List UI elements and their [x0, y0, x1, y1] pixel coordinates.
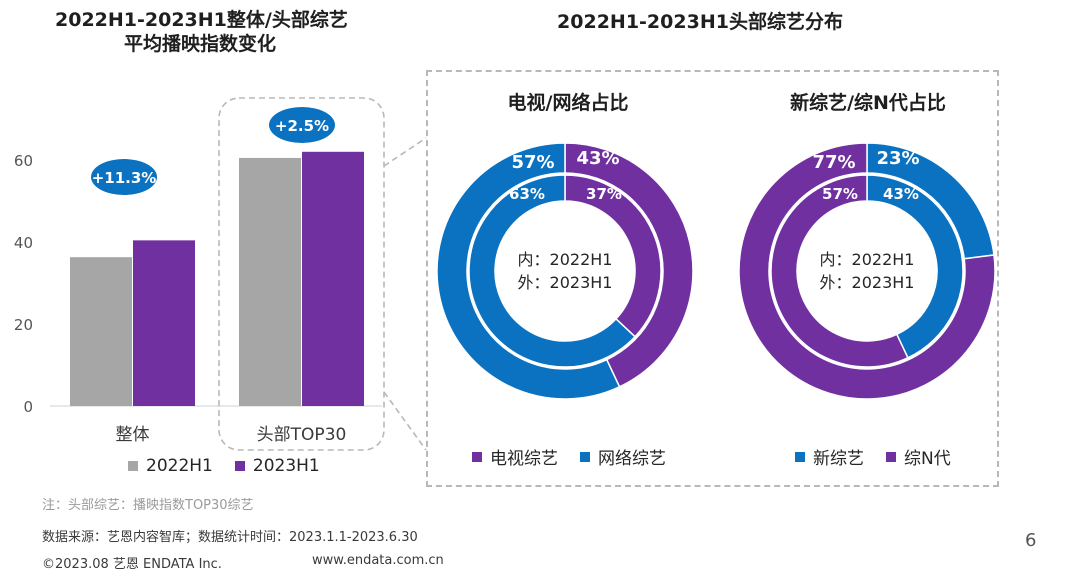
legend-label-new: 新综艺 [813, 449, 864, 469]
legend-swatch-sequel [886, 451, 896, 462]
bar-chart: 0 20 40 60 整体 头部TOP30 +11.3% +2.5% [14, 97, 427, 451]
bar-2023h1-1 [302, 151, 364, 406]
legend-label-2022h1: 2022H1 [146, 456, 213, 476]
bar-2022h1-1 [239, 157, 301, 406]
legend-label-tv: 电视综艺 [490, 449, 558, 469]
page-number: 6 [1025, 530, 1037, 551]
callout-connector-bottom [383, 391, 427, 451]
legend-swatch-tv [472, 451, 482, 462]
growth-label-0: +11.3% [92, 169, 157, 187]
footnote-source: 数据来源：艺恩内容智库；数据统计时间：2023.1.1-2023.6.30 [42, 530, 418, 545]
bar-chart-title-line2: 平均播映指数变化 [123, 33, 276, 55]
x-category-label-0: 整体 [116, 425, 150, 445]
y-tick-label-20: 20 [14, 316, 33, 334]
donut-section-title: 2022H1-2023H1头部综艺分布 [557, 11, 843, 33]
legend-swatch-new [795, 451, 805, 462]
growth-bubble-0 [91, 159, 157, 195]
y-tick-label-40: 40 [14, 234, 33, 252]
legend-swatch-web [580, 451, 590, 462]
donut1-title: 电视/网络占比 [507, 92, 629, 114]
x-category-label-1: 头部TOP30 [257, 425, 347, 445]
footnote-copyright: ©2023.08 艺恩 ENDATA Inc. [42, 557, 222, 572]
growth-bubble-1 [269, 107, 335, 143]
legend-label-sequel: 综N代 [904, 449, 951, 469]
footnote-url: www.endata.com.cn [312, 553, 444, 568]
donut1-legend: 电视综艺 网络综艺 [472, 444, 666, 469]
top30-callout-box [218, 97, 385, 451]
donut2-title: 新综艺/综N代占比 [790, 92, 946, 114]
footnote-definition: 注：头部综艺：播映指数TOP30综艺 [42, 498, 254, 513]
legend-swatch-2022h1 [128, 461, 138, 471]
donut2-legend: 新综艺 综N代 [795, 444, 951, 469]
y-tick-label-0: 0 [23, 398, 33, 416]
bar-2023h1-0 [133, 240, 195, 406]
bar-2022h1-0 [70, 257, 132, 406]
bar-legend: 2022H1 2023H1 [128, 456, 320, 476]
donut-panel [426, 70, 999, 487]
callout-connector-top [383, 137, 427, 167]
bar-chart-title-line1: 2022H1-2023H1整体/头部综艺 [55, 9, 348, 31]
legend-swatch-2023h1 [234, 461, 245, 471]
bar-chart-title: 2022H1-2023H1整体/头部综艺 平均播映指数变化 [55, 8, 348, 56]
legend-label-2023h1: 2023H1 [252, 456, 320, 476]
growth-label-1: +2.5% [275, 117, 329, 135]
legend-label-web: 网络综艺 [598, 449, 666, 469]
y-tick-label-60: 60 [14, 152, 33, 170]
